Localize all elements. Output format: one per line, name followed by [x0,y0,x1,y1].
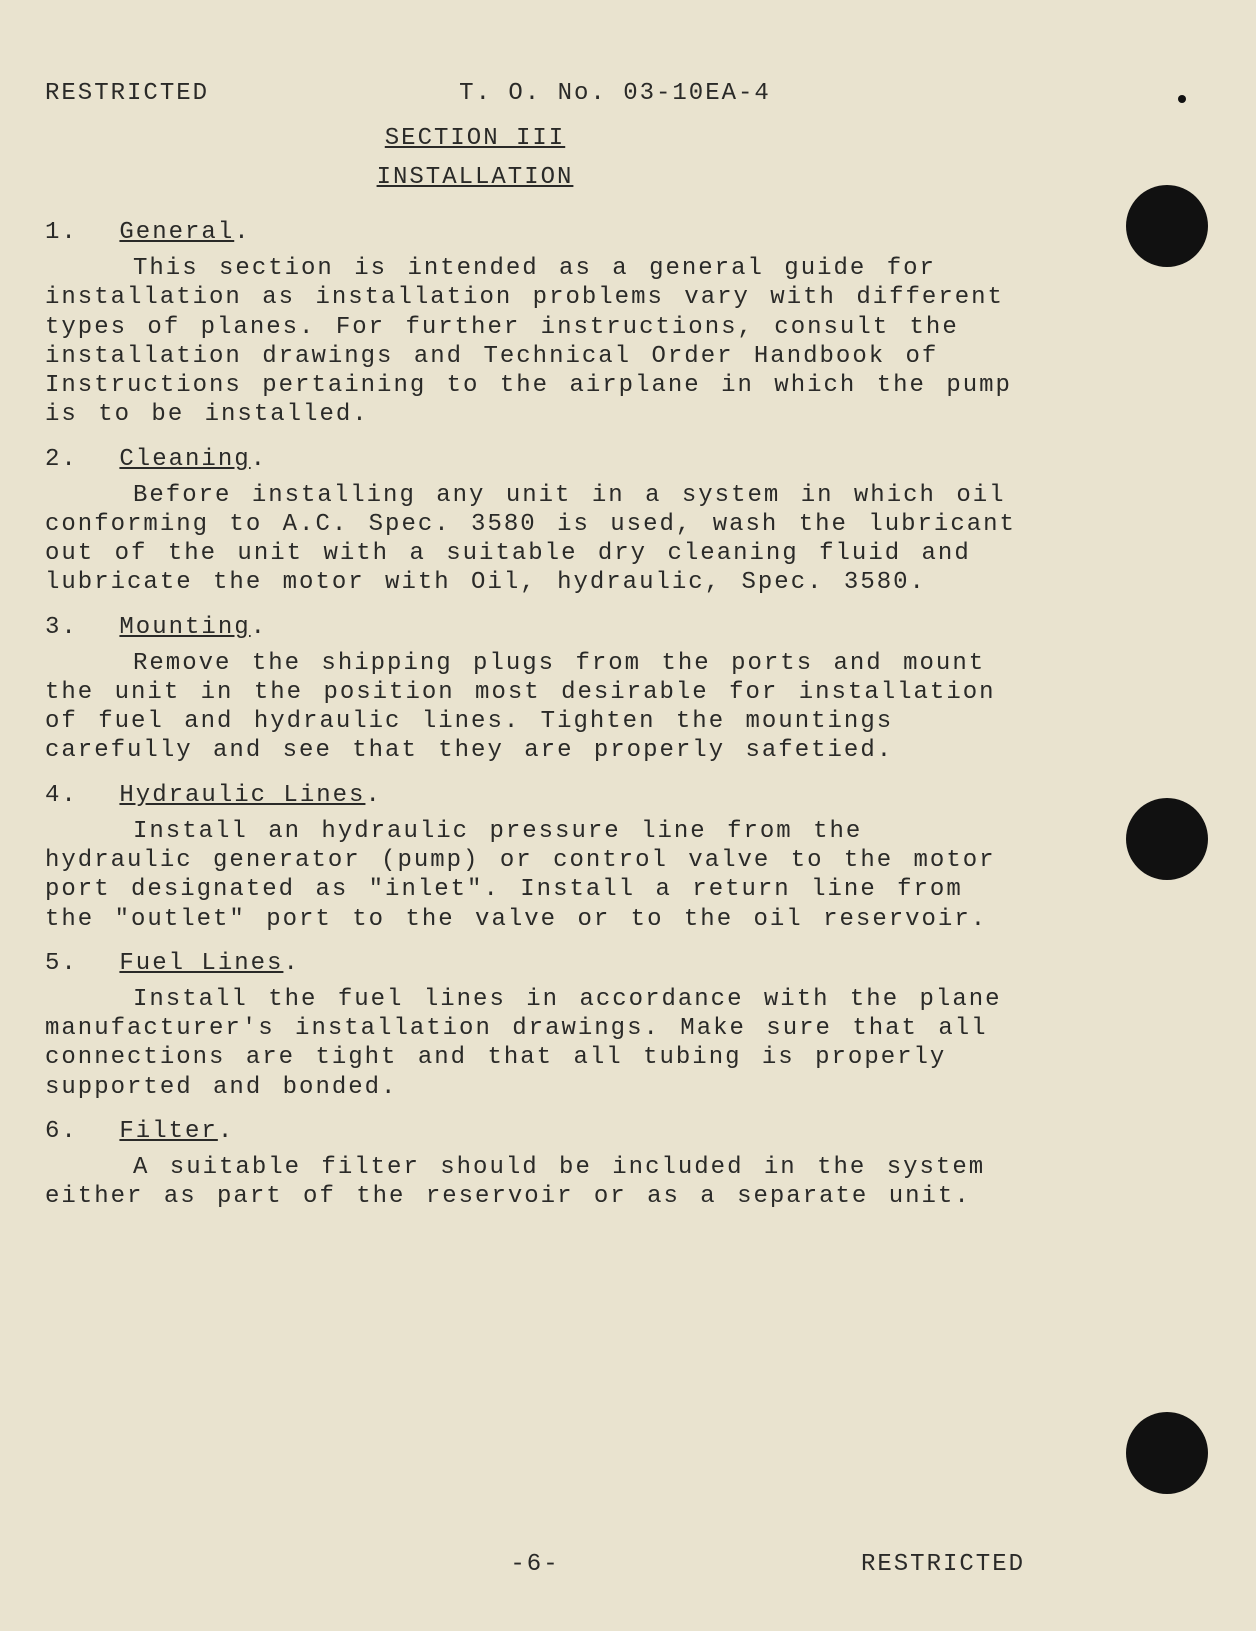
section-body-3: Remove the shipping plugs from the ports… [45,649,1025,766]
period: . [251,446,267,473]
classification-footer: RESTRICTED [861,1551,1025,1578]
section-num: 5. [45,950,103,977]
page-number: -6- [510,1551,559,1578]
mark-dot-icon [1178,95,1186,103]
section-label: Filter [119,1118,217,1145]
doc-number: T. O. No. 03-10EA-4 [325,80,1025,107]
section-num: 1. [45,219,103,246]
classification-header: RESTRICTED [45,80,325,107]
section-label: Cleaning [119,446,250,473]
section-label: Hydraulic Lines [119,782,365,809]
section-heading-4: 4. Hydraulic Lines. [45,782,1025,809]
section-body-2: Before installing any unit in a system i… [45,481,1025,598]
punch-hole-icon [1126,1412,1208,1494]
period: . [251,614,267,641]
section-num: 2. [45,446,103,473]
page-content: RESTRICTED T. O. No. 03-10EA-4 SECTION I… [45,80,1025,1225]
section-body-1: This section is intended as a general gu… [45,254,1025,430]
section-title: INSTALLATION [45,164,1025,191]
section-heading-6: 6. Filter. [45,1118,1025,1145]
section-heading-2: 2. Cleaning. [45,446,1025,473]
section-body-5: Install the fuel lines in accordance wit… [45,985,1025,1102]
section-label: Mounting [119,614,250,641]
section-label: Fuel Lines [119,950,283,977]
section-number: SECTION III [45,125,1025,152]
section-heading-3: 3. Mounting. [45,614,1025,641]
punch-hole-icon [1126,185,1208,267]
punch-hole-icon [1126,798,1208,880]
section-body-4: Install an hydraulic pressure line from … [45,817,1025,934]
period: . [283,950,299,977]
section-num: 3. [45,614,103,641]
section-num: 4. [45,782,103,809]
period: . [218,1118,234,1145]
section-heading-5: 5. Fuel Lines. [45,950,1025,977]
period: . [234,219,250,246]
header-row: RESTRICTED T. O. No. 03-10EA-4 [45,80,1025,107]
section-num: 6. [45,1118,103,1145]
period: . [365,782,381,809]
section-label: General [119,219,234,246]
section-body-6: A suitable filter should be included in … [45,1153,1025,1212]
section-heading-1: 1. General. [45,219,1025,246]
